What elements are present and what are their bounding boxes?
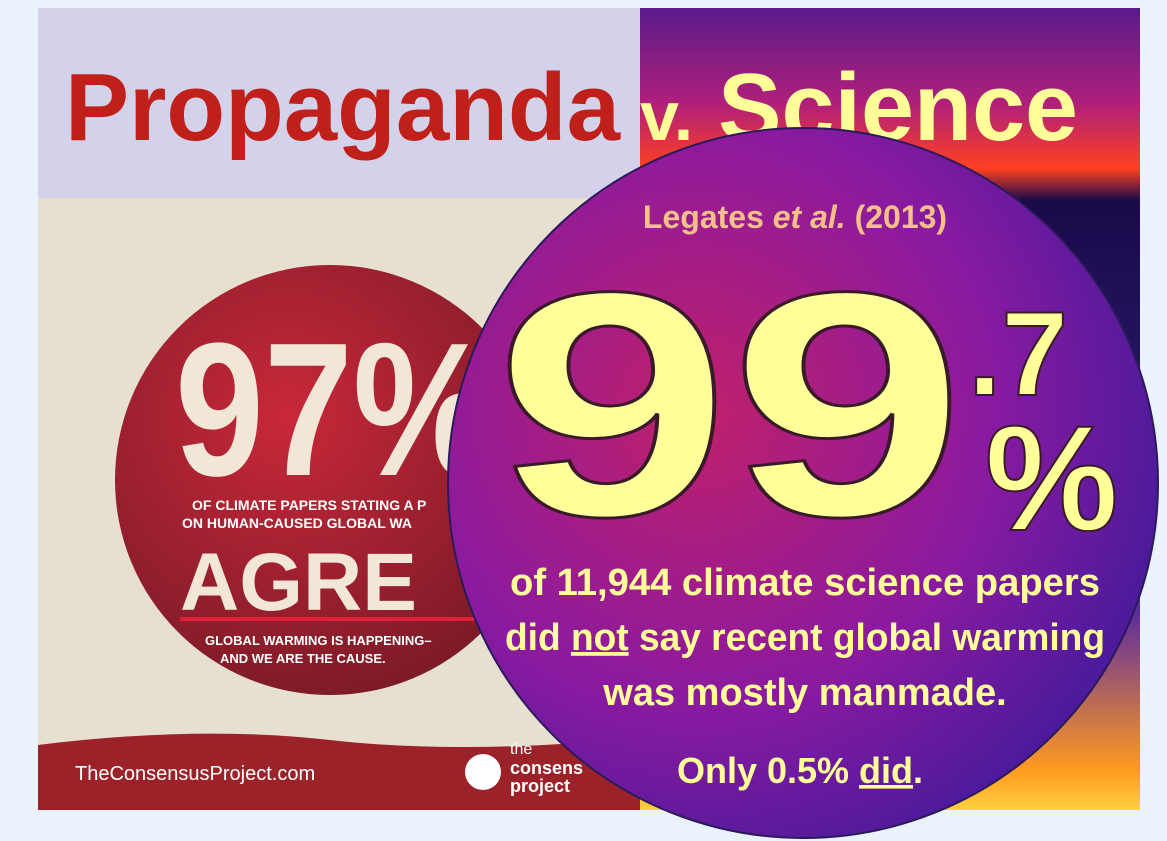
badge-tagline: AND WE ARE THE CAUSE. (220, 651, 386, 666)
slide: Propaganda v. Science 97% OF CLIMATE PAP… (0, 0, 1167, 841)
badge-text: ON HUMAN-CAUSED GLOBAL WA (182, 515, 412, 531)
emphasis: not (571, 617, 629, 659)
title-connector: v. (640, 77, 693, 155)
big-number: 99 (495, 225, 965, 583)
percent: % (985, 394, 1118, 562)
badge-tagline: GLOBAL WARMING IS HAPPENING– (205, 633, 432, 648)
website: TheConsensusProject.com (75, 763, 315, 785)
statement-part: did (505, 617, 571, 659)
statement: was mostly manmade. (602, 672, 1006, 714)
statement: did not say recent global warming (505, 617, 1105, 659)
statement-part: . (913, 750, 923, 791)
logo-text: consens (510, 758, 583, 778)
statement: of 11,944 climate science papers (510, 562, 1100, 604)
underline (180, 617, 480, 621)
statement-part: Only 0.5% (677, 750, 859, 791)
logo-text: project (510, 776, 570, 796)
page: {"title":{"left":"Propaganda","connector… (0, 0, 1167, 841)
statement: Only 0.5% did. (677, 750, 923, 791)
logo-mark (465, 754, 501, 790)
badge-text: OF CLIMATE PAPERS STATING A P (192, 497, 426, 513)
badge-word: AGRE (180, 537, 417, 628)
title-left: Propaganda (65, 54, 621, 161)
logo-text: the (510, 741, 532, 758)
badge-number: 97% (175, 304, 495, 516)
statement-part: say recent global warming (629, 617, 1105, 659)
emphasis: did (859, 750, 913, 791)
